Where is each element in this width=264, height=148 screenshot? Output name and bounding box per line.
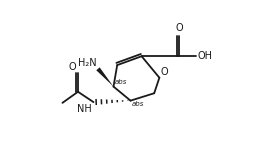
Text: O: O (69, 62, 77, 72)
Text: NH: NH (77, 104, 92, 114)
Text: abs: abs (131, 101, 144, 107)
Text: H₂N: H₂N (78, 58, 96, 68)
Text: O: O (160, 67, 168, 77)
Text: abs: abs (114, 79, 127, 85)
Polygon shape (96, 67, 114, 87)
Text: OH: OH (197, 51, 212, 61)
Text: O: O (176, 23, 183, 33)
